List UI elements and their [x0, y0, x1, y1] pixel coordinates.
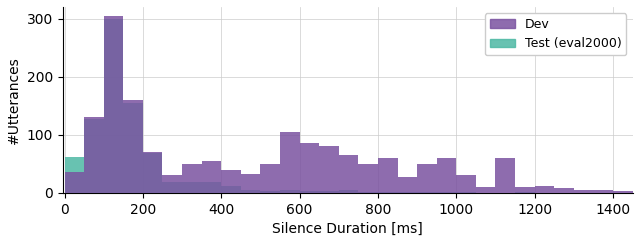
Bar: [495, 158, 515, 193]
Bar: [417, 164, 436, 193]
Bar: [515, 192, 534, 193]
Bar: [476, 187, 495, 193]
Bar: [456, 175, 476, 193]
Bar: [143, 153, 163, 193]
Bar: [182, 164, 202, 193]
Bar: [163, 182, 182, 193]
Bar: [613, 191, 632, 193]
Bar: [358, 192, 378, 193]
Bar: [358, 164, 378, 193]
Bar: [436, 158, 456, 193]
Bar: [436, 192, 456, 193]
Bar: [378, 158, 397, 193]
Bar: [104, 18, 124, 193]
Bar: [241, 190, 260, 193]
Bar: [124, 103, 143, 193]
Bar: [65, 157, 84, 193]
Bar: [574, 190, 593, 193]
Bar: [163, 175, 182, 193]
Bar: [260, 164, 280, 193]
Bar: [260, 191, 280, 193]
Bar: [300, 191, 319, 193]
Bar: [221, 170, 241, 193]
Bar: [378, 192, 397, 193]
Bar: [280, 132, 300, 193]
Bar: [456, 192, 476, 193]
X-axis label: Silence Duration [ms]: Silence Duration [ms]: [272, 222, 423, 236]
Bar: [515, 187, 534, 193]
Bar: [319, 191, 339, 193]
Bar: [202, 161, 221, 193]
Bar: [300, 143, 319, 193]
Bar: [417, 192, 436, 193]
Bar: [143, 152, 163, 193]
Bar: [534, 186, 554, 193]
Bar: [182, 182, 202, 193]
Bar: [65, 173, 84, 193]
Bar: [280, 191, 300, 193]
Legend: Dev, Test (eval2000): Dev, Test (eval2000): [484, 13, 627, 55]
Bar: [221, 186, 241, 193]
Bar: [202, 182, 221, 193]
Bar: [339, 155, 358, 193]
Bar: [104, 16, 124, 193]
Bar: [84, 119, 104, 193]
Bar: [554, 188, 574, 193]
Bar: [241, 174, 260, 193]
Y-axis label: #Utterances: #Utterances: [7, 56, 21, 144]
Bar: [397, 192, 417, 193]
Bar: [593, 190, 613, 193]
Bar: [84, 117, 104, 193]
Bar: [397, 176, 417, 193]
Bar: [124, 100, 143, 193]
Bar: [319, 146, 339, 193]
Bar: [339, 191, 358, 193]
